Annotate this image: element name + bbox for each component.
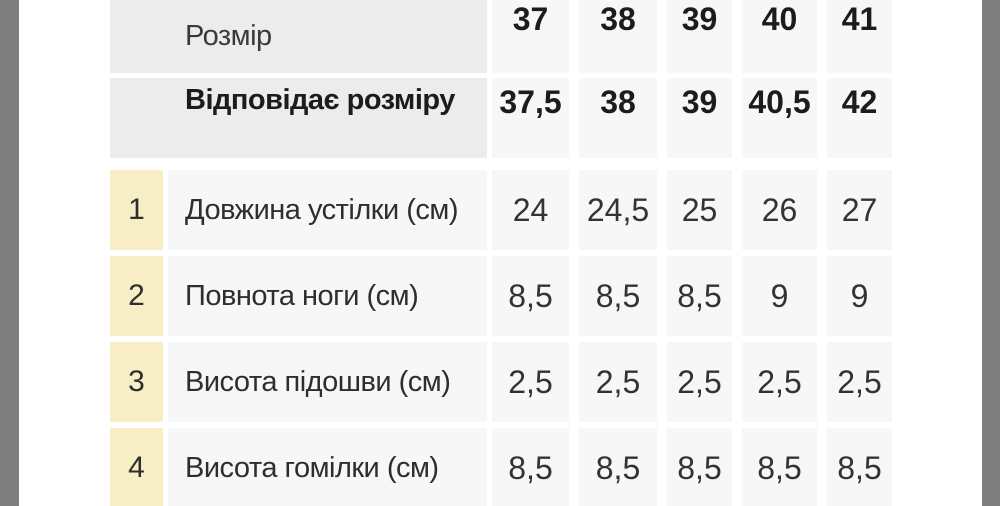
row-number: 2 — [110, 256, 163, 336]
measurement-value: 8,5 — [579, 428, 657, 506]
page-edge-right — [982, 0, 1000, 506]
measurement-value: 25 — [667, 170, 732, 250]
header-row-equivalent-size: Відповідає розміру 37,5 38 39 40,5 42 — [110, 78, 892, 158]
measurement-value: 2,5 — [742, 342, 817, 422]
measurement-value: 8,5 — [492, 256, 569, 336]
row-number: 4 — [110, 428, 163, 506]
measurement-value: 2,5 — [827, 342, 892, 422]
equivalent-size-value: 42 — [827, 78, 892, 158]
measurement-value: 24 — [492, 170, 569, 250]
header-row-size: Розмір 37 38 39 40 41 — [110, 0, 892, 73]
size-table: Розмір 37 38 39 40 41 Відповідає розміру… — [110, 0, 892, 506]
row-label: Висота підошви (см) — [168, 342, 487, 422]
equivalent-size-value: 37,5 — [492, 78, 569, 158]
measurement-value: 2,5 — [667, 342, 732, 422]
equivalent-size-value: 38 — [579, 78, 657, 158]
row-label: Довжина устілки (см) — [168, 170, 487, 250]
page-edge-left — [0, 0, 19, 506]
size-header-label: Розмір — [110, 0, 487, 73]
size-column-header: 39 — [667, 0, 732, 73]
table-row: 3 Висота підошви (см) 2,5 2,5 2,5 2,5 2,… — [110, 342, 892, 422]
table-row: 1 Довжина устілки (см) 24 24,5 25 26 27 — [110, 170, 892, 250]
row-number: 1 — [110, 170, 163, 250]
size-column-header: 38 — [579, 0, 657, 73]
measurement-value: 8,5 — [492, 428, 569, 506]
measurement-value: 9 — [827, 256, 892, 336]
size-column-header: 41 — [827, 0, 892, 73]
table-row: 2 Повнота ноги (см) 8,5 8,5 8,5 9 9 — [110, 256, 892, 336]
row-label: Повнота ноги (см) — [168, 256, 487, 336]
size-column-header: 40 — [742, 0, 817, 73]
measurement-value: 27 — [827, 170, 892, 250]
size-column-header: 37 — [492, 0, 569, 73]
measurement-value: 24,5 — [579, 170, 657, 250]
measurement-value: 2,5 — [579, 342, 657, 422]
equivalent-size-value: 39 — [667, 78, 732, 158]
measurement-value: 8,5 — [579, 256, 657, 336]
measurement-value: 8,5 — [667, 256, 732, 336]
equivalent-size-value: 40,5 — [742, 78, 817, 158]
measurement-value: 8,5 — [827, 428, 892, 506]
row-number: 3 — [110, 342, 163, 422]
table-row: 4 Висота гомілки (см) 8,5 8,5 8,5 8,5 8,… — [110, 428, 892, 506]
measurement-value: 9 — [742, 256, 817, 336]
row-label: Висота гомілки (см) — [168, 428, 487, 506]
measurement-value: 2,5 — [492, 342, 569, 422]
equivalent-size-header-label: Відповідає розміру — [110, 78, 487, 158]
measurement-value: 8,5 — [742, 428, 817, 506]
measurement-value: 26 — [742, 170, 817, 250]
measurement-value: 8,5 — [667, 428, 732, 506]
